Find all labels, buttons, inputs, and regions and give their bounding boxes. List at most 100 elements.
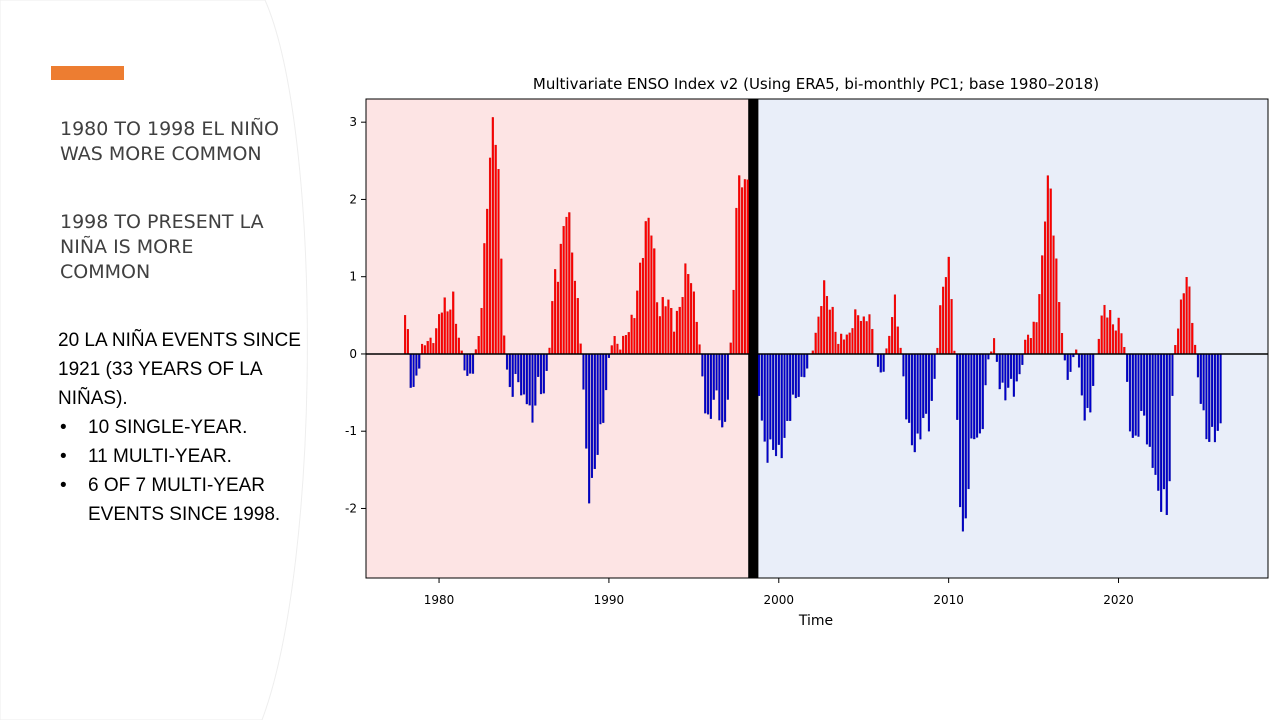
positive-bar — [440, 312, 443, 355]
positive-bar — [1024, 339, 1027, 355]
negative-bar — [882, 353, 885, 372]
x-tick-label: 1980 — [424, 593, 455, 607]
negative-bar — [763, 353, 766, 442]
positive-bar — [678, 306, 681, 355]
positive-bar — [817, 316, 820, 355]
positive-bar — [840, 333, 843, 355]
negative-bar — [769, 353, 772, 440]
x-axis: 1980 1990 2000 2010 2020 — [424, 578, 1134, 607]
negative-bar — [922, 353, 925, 419]
positive-bar — [554, 269, 557, 355]
negative-bar — [726, 353, 729, 400]
negative-bar — [602, 353, 605, 423]
negative-bar — [905, 353, 908, 420]
positive-bar — [1188, 286, 1191, 355]
negative-bar — [525, 353, 528, 405]
positive-bar — [446, 311, 449, 355]
positive-bar — [1179, 299, 1183, 355]
positive-bar — [1114, 330, 1117, 355]
negative-bar — [984, 353, 987, 386]
positive-bar — [871, 328, 874, 355]
negative-bar — [409, 353, 412, 388]
positive-bar — [893, 294, 897, 355]
negative-bar — [522, 353, 526, 395]
positive-bar — [1106, 317, 1109, 355]
positive-bar — [1055, 258, 1058, 355]
negative-bar — [520, 353, 523, 396]
positive-bar — [644, 221, 647, 355]
positive-bar — [454, 323, 458, 355]
negative-bar — [908, 353, 911, 423]
negative-bar — [803, 353, 806, 378]
negative-bar — [1069, 353, 1072, 372]
summary-bullet: 11 MULTI-YEAR. — [58, 442, 318, 471]
positive-bar — [457, 337, 460, 355]
negative-bar — [959, 353, 962, 508]
negative-bar — [715, 353, 718, 391]
positive-bar — [1032, 321, 1035, 355]
negative-bar — [1010, 353, 1013, 379]
positive-bar — [842, 339, 846, 355]
positive-bar — [857, 315, 860, 355]
negative-bar — [1165, 353, 1168, 516]
y-tick-label: 2 — [349, 192, 357, 206]
negative-bar — [1160, 353, 1163, 512]
positive-bar — [828, 309, 831, 355]
positive-bar — [486, 208, 489, 355]
positive-bar — [1052, 235, 1055, 355]
positive-bar — [692, 291, 695, 355]
negative-bars — [409, 353, 1222, 532]
negative-bar — [956, 353, 959, 420]
positive-bar — [944, 277, 947, 355]
summary-list: 10 SINGLE-YEAR. 11 MULTI-YEAR. 6 OF 7 MU… — [58, 413, 318, 529]
y-tick-label: 0 — [349, 347, 357, 361]
negative-bar — [1001, 353, 1004, 383]
negative-bar — [976, 353, 979, 438]
negative-bar — [766, 353, 769, 463]
positive-bar — [426, 341, 429, 355]
negative-bar — [995, 353, 998, 362]
positive-bar — [477, 336, 480, 355]
negative-bar — [1066, 353, 1069, 380]
positive-bar — [1060, 333, 1064, 355]
positive-bar — [993, 338, 996, 355]
negative-bar — [593, 353, 596, 470]
negative-bar — [517, 353, 520, 383]
negative-bar — [780, 353, 783, 459]
negative-bar — [707, 353, 710, 415]
negative-bar — [1205, 353, 1208, 440]
negative-bar — [1213, 353, 1216, 443]
positive-bar — [423, 345, 426, 355]
positive-bar — [670, 308, 673, 355]
positive-bar — [862, 316, 865, 355]
positive-bar — [831, 306, 834, 355]
negative-bar — [1208, 353, 1211, 442]
negative-bar — [876, 353, 880, 367]
positive-bar — [565, 216, 568, 355]
positive-bar — [483, 243, 486, 355]
positive-bar — [616, 343, 619, 355]
negative-bar — [933, 353, 936, 379]
negative-bar — [418, 353, 421, 369]
period-divider — [748, 99, 759, 578]
negative-bar — [998, 353, 1001, 390]
positive-bar — [449, 309, 452, 355]
positive-bar — [438, 314, 441, 355]
negative-bar — [1211, 353, 1214, 427]
positive-bar — [740, 187, 744, 355]
positive-bar — [814, 332, 817, 355]
negative-bar — [1168, 353, 1171, 482]
negative-bar — [902, 353, 905, 377]
positive-bar — [1111, 324, 1115, 355]
x-tick-label: 1990 — [594, 593, 625, 607]
negative-bar — [1063, 353, 1066, 361]
x-tick-label: 2010 — [933, 593, 964, 607]
positive-bar — [1029, 338, 1032, 355]
negative-bar — [528, 353, 531, 406]
negative-bar — [1018, 353, 1021, 375]
x-tick-label: 2020 — [1103, 593, 1134, 607]
negative-bar — [412, 353, 415, 387]
negative-bar — [1012, 353, 1015, 397]
positive-bar — [845, 334, 848, 355]
negative-bar — [910, 353, 913, 446]
